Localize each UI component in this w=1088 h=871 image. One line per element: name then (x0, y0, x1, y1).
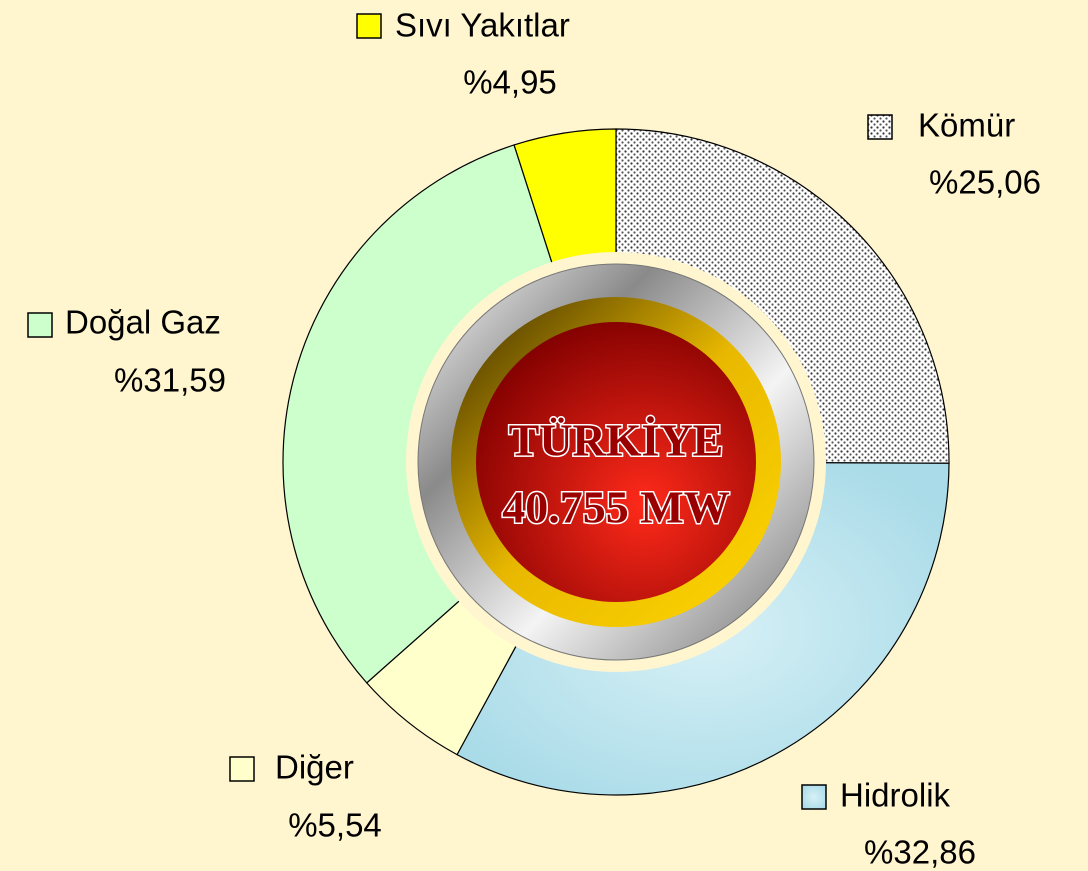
value-label: %31,59 (114, 362, 226, 399)
value-label: %4,95 (463, 64, 557, 101)
legend-swatch (801, 784, 827, 810)
value-label: %32,86 (864, 834, 976, 871)
slice-label: Doğal Gaz (65, 304, 221, 341)
slice-label: Kömür (918, 107, 1015, 144)
legend-swatch (27, 312, 53, 338)
center-disc (476, 322, 756, 602)
center-value: 40.755 MW (502, 482, 729, 533)
legend-swatch (356, 13, 382, 39)
legend-swatch (867, 114, 893, 140)
legend-swatch (229, 756, 255, 782)
slice-label: Hidrolik (840, 777, 951, 814)
center-title: TÜRKİYE (509, 415, 724, 466)
value-label: %25,06 (929, 164, 1041, 201)
slice-label: Diğer (275, 749, 354, 786)
slice-label: Sıvı Yakıtlar (395, 7, 570, 44)
value-label: %5,54 (288, 807, 382, 844)
